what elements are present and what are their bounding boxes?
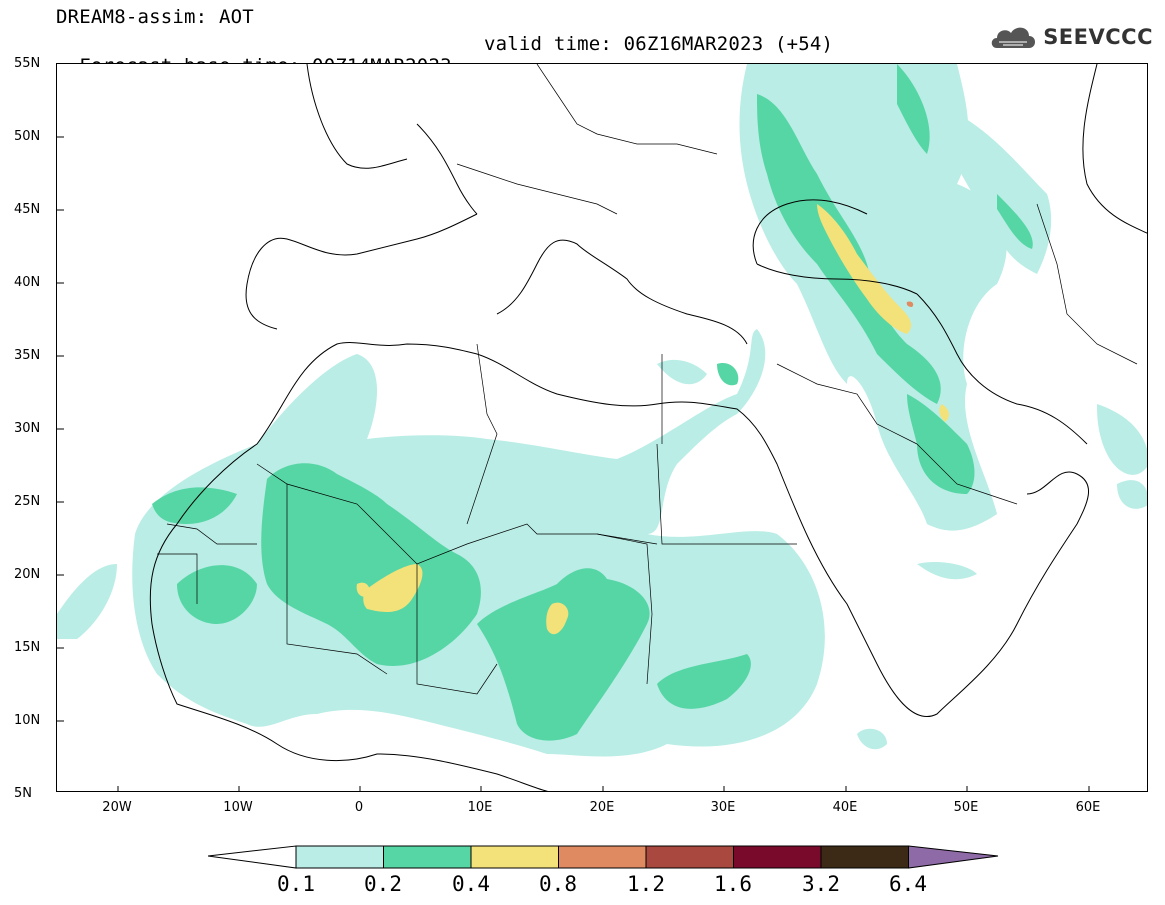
colorbar-label-7: 6.4 [889, 872, 927, 896]
lat-label-40n: 40N [14, 275, 41, 290]
colorbar-label-2: 0.4 [452, 872, 490, 896]
lat-label-45n: 45N [14, 202, 41, 217]
lon-label-10w: 10W [223, 800, 253, 815]
cloud-logo-icon [991, 27, 1036, 48]
colorbar [208, 845, 999, 869]
lat-label-55n: 55N [14, 56, 41, 71]
chart-title: DREAM8-assim: AOT [56, 6, 254, 28]
valid-time: valid time: 06Z16MAR2023 (+54) [484, 33, 834, 55]
colorbar-low-arrow [208, 845, 297, 869]
lon-label-60e: 60E [1075, 800, 1101, 815]
lat-label-50n: 50N [14, 129, 41, 144]
lon-label-20w: 20W [102, 800, 132, 815]
lat-label-5n: 5N [14, 786, 32, 801]
map-panel [56, 63, 1148, 792]
logo-text: SEEVCCC [1043, 25, 1153, 49]
colorbar-label-1: 0.2 [364, 872, 402, 896]
colorbar-label-5: 1.6 [714, 872, 752, 896]
aot-map [57, 64, 1147, 791]
aot-orange-shading [906, 301, 914, 307]
lon-label-10e: 10E [467, 800, 493, 815]
lon-label-20e: 20E [589, 800, 615, 815]
colorbar-swatch-6 [820, 845, 909, 869]
lat-label-35n: 35N [14, 348, 41, 363]
lat-label-30n: 30N [14, 421, 41, 436]
lat-label-20n: 20N [14, 567, 41, 582]
axis-ticks [57, 136, 1090, 791]
colorbar-label-3: 0.8 [539, 872, 577, 896]
colorbar-swatch-5 [733, 845, 822, 869]
colorbar-label-0: 0.1 [277, 872, 315, 896]
colorbar-swatch-4 [645, 845, 734, 869]
seevccc-logo: SEEVCCC [989, 22, 1153, 52]
colorbar-swatch-2 [470, 845, 559, 869]
lon-label-40e: 40E [832, 800, 858, 815]
colorbar-swatch-3 [558, 845, 647, 869]
colorbar-label-4: 1.2 [627, 872, 665, 896]
coastlines [149, 64, 1147, 791]
lon-label-0: 0 [354, 800, 364, 815]
colorbar-label-6: 3.2 [802, 872, 840, 896]
aot-yellow-shading [356, 204, 949, 635]
lat-label-25n: 25N [14, 494, 41, 509]
colorbar-swatch-0 [295, 845, 384, 869]
country-borders [157, 64, 1138, 695]
lat-label-10n: 10N [14, 713, 41, 728]
lon-label-50e: 50E [953, 800, 979, 815]
colorbar-high-arrow [908, 845, 999, 869]
colorbar-swatch-1 [383, 845, 472, 869]
lat-label-15n: 15N [14, 640, 41, 655]
lon-label-30e: 30E [710, 800, 736, 815]
